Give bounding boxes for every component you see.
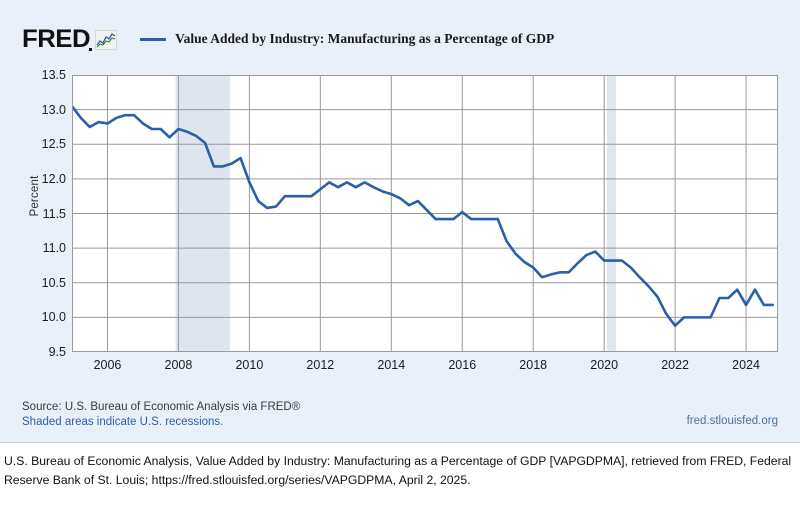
- source-line: Source: U.S. Bureau of Economic Analysis…: [22, 401, 301, 413]
- y-axis-tick-label: 11.0: [42, 241, 66, 256]
- data-series-line: [72, 104, 774, 327]
- legend-series-label: Value Added by Industry: Manufacturing a…: [175, 31, 555, 46]
- sparkline-icon: [95, 30, 118, 50]
- legend-color-swatch: [140, 37, 167, 41]
- x-axis-tick-label: 2014: [377, 358, 406, 372]
- vertical-gridlines: [106, 75, 747, 352]
- y-axis-tick-label: 10.0: [41, 310, 66, 325]
- plot-area: [72, 75, 778, 352]
- y-axis-tick-label: 12.5: [41, 137, 66, 152]
- chart-legend: Value Added by Industry: Manufacturing a…: [140, 31, 554, 47]
- recession-note: Shaded areas indicate U.S. recessions.: [22, 416, 224, 428]
- source-block: Source: U.S. Bureau of Economic Analysis…: [22, 400, 300, 430]
- y-axis-tick-label: 10.5: [41, 275, 66, 290]
- fred-chart-card: FRED Value Added by Industry: Manufactur…: [0, 0, 800, 443]
- x-axis-tick-label: 2012: [306, 358, 335, 372]
- x-axis-tick-label: 2018: [519, 358, 548, 372]
- x-axis-tick-label: 2006: [93, 358, 122, 372]
- chart-svg: [72, 75, 778, 352]
- x-axis-tick-label: 2010: [235, 358, 264, 372]
- plot-border: [72, 75, 778, 352]
- x-axis-tick-label: 2016: [448, 358, 477, 372]
- y-axis-tick-labels: 13.5 13.0 12.5 12.0 11.5 11.0 10.5 10.0 9.5: [14, 69, 66, 359]
- y-axis-tick-label: 13.0: [41, 102, 66, 117]
- horizontal-gridlines: [72, 109, 778, 318]
- figure-caption: U.S. Bureau of Economic Analysis, Value …: [4, 454, 792, 487]
- y-axis-tick-label: 11.5: [42, 206, 66, 221]
- chart-header: FRED Value Added by Industry: Manufactur…: [22, 26, 554, 52]
- y-axis-tick-label: 13.5: [41, 68, 66, 82]
- fred-site-url[interactable]: fred.stlouisfed.org: [686, 415, 778, 427]
- x-axis-tick-label: 2020: [590, 358, 619, 372]
- x-axis-tick-label: 2024: [732, 358, 760, 372]
- fred-logo-dot: [89, 48, 93, 51]
- x-axis-tick-labels: 2006 2008 2010 2012 2014 2016 2018 2020 2022 2024: [72, 358, 778, 376]
- y-axis-tick-label: 12.0: [41, 171, 66, 186]
- x-axis-tick-label: 2022: [661, 358, 690, 372]
- fred-wordmark: FRED: [22, 25, 91, 53]
- x-axis-tick-label: 2008: [164, 358, 193, 372]
- fred-logo[interactable]: FRED: [22, 25, 118, 53]
- y-axis-tick-label: 9.5: [48, 345, 66, 359]
